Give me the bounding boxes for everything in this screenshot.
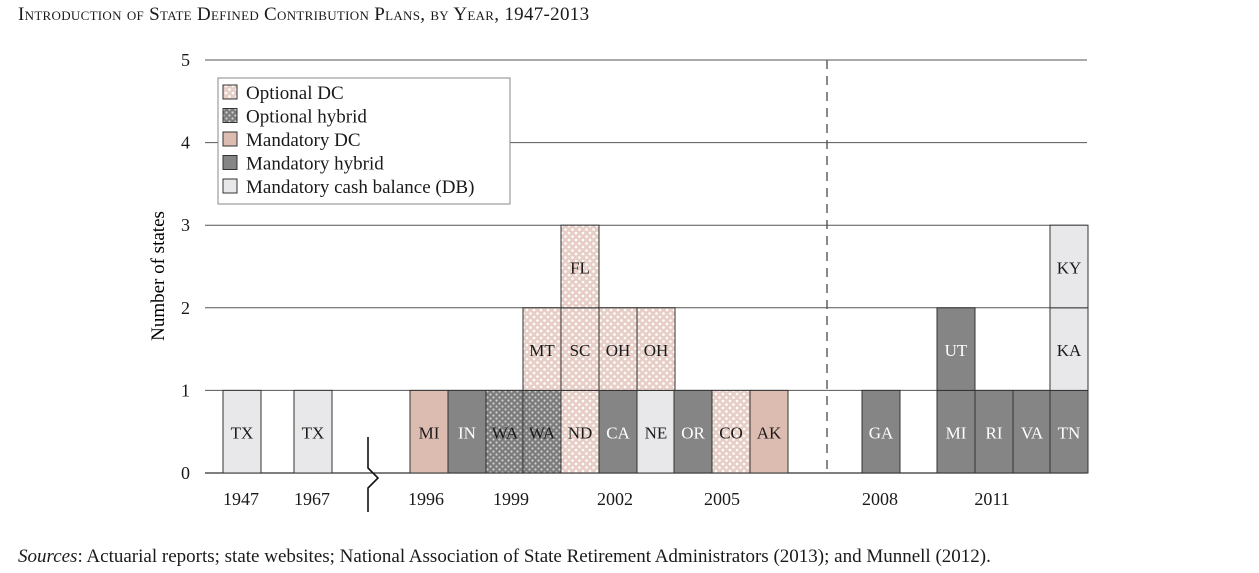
legend-swatch (222, 84, 238, 100)
bar-segment (522, 389, 562, 474)
x-tick-label: 2005 (704, 489, 740, 509)
bar-label: RI (986, 424, 1003, 443)
bar-label: TX (302, 424, 325, 443)
bar-label: NE (645, 424, 668, 443)
bar-label: MI (419, 424, 440, 443)
source-text: : Actuarial reports; state websites; Nat… (77, 546, 991, 567)
bar-segment (522, 307, 562, 391)
bar-segment (749, 389, 789, 474)
y-axis-ticks: 0 1 2 3 4 5 (181, 50, 190, 483)
bar-label: OH (606, 341, 631, 360)
bar-stacks: TX TX MI IN WA WA MT ND SC FL CA OH NE OH OR CO AK GA MI UT… (222, 224, 1089, 474)
bar-segment (1049, 389, 1089, 474)
bar-segment (1012, 389, 1052, 474)
y-axis-label: Number of states (148, 211, 169, 341)
bar-label: TN (1058, 424, 1081, 443)
axis-break-marker (367, 437, 380, 512)
bar-segment (409, 389, 449, 474)
legend-label: Mandatory cash balance (DB) (246, 177, 474, 198)
bar-label: OH (644, 341, 669, 360)
bar-label: FL (570, 259, 590, 278)
legend-swatch (222, 155, 238, 170)
x-tick-label: 1967 (294, 489, 330, 509)
bar-label: WA (492, 424, 519, 443)
bar-label: KA (1057, 341, 1082, 360)
y-tick-label: 5 (181, 50, 190, 70)
legend-swatch (222, 108, 238, 123)
x-axis-ticks: 1947 1967 1996 1999 2002 2005 2008 2011 (223, 489, 1010, 509)
bar-segment (936, 307, 976, 391)
bar-label: MI (946, 424, 967, 443)
bar-label: GA (869, 424, 894, 443)
bar-label: CO (719, 424, 743, 443)
bar-label: OR (681, 424, 705, 443)
x-tick-label: 2011 (974, 489, 1009, 509)
y-tick-label: 3 (181, 215, 190, 235)
bar-segment (560, 224, 600, 309)
legend-box (217, 77, 511, 205)
source-lead: Sources (18, 546, 78, 567)
x-tick-label: 1999 (493, 489, 529, 509)
bar-label: MT (529, 341, 555, 360)
x-tick-label: 1996 (408, 489, 444, 509)
bar-segment (598, 389, 638, 474)
bar-label: IN (458, 424, 476, 443)
bar-segment (636, 307, 676, 391)
bar-segment (1049, 307, 1089, 391)
x-tick-label: 2008 (862, 489, 898, 509)
bar-label: KY (1057, 259, 1082, 278)
legend-swatch (222, 131, 238, 147)
bar-label: AK (757, 424, 782, 443)
legend-label: Optional DC (246, 83, 344, 104)
bar-label: CA (606, 424, 630, 443)
bar-label: UT (945, 341, 968, 360)
bar-segment (293, 389, 333, 474)
y-tick-label: 0 (181, 463, 190, 483)
legend-swatch (222, 178, 238, 194)
bar-label: SC (570, 341, 591, 360)
bar-label: WA (529, 424, 556, 443)
bar-segment (936, 389, 976, 474)
bar-segment (447, 389, 487, 474)
bar-segment (636, 389, 676, 474)
legend-label: Mandatory DC (246, 130, 361, 151)
x-tick-label: 1947 (223, 489, 259, 509)
bar-segment (673, 389, 713, 474)
source-note: Sources: Actuarial reports; state websit… (18, 546, 991, 568)
bar-segment (711, 389, 751, 474)
bar-segment (598, 307, 638, 391)
y-tick-label: 2 (181, 298, 190, 318)
bar-label: ND (568, 424, 593, 443)
x-tick-label: 2002 (597, 489, 633, 509)
chart-title: Introduction of State Defined Contributi… (18, 4, 590, 25)
bar-segment (560, 389, 600, 474)
axis-annotations (367, 60, 828, 512)
legend-label: Mandatory hybrid (246, 154, 384, 175)
y-tick-label: 4 (181, 133, 190, 153)
y-tick-label: 1 (181, 380, 190, 400)
bar-segment (485, 389, 525, 474)
bar-segment (861, 389, 901, 474)
bar-segment (222, 389, 262, 474)
bar-segment (1049, 224, 1089, 309)
legend-label: Optional hybrid (246, 107, 367, 128)
bar-segment (974, 389, 1014, 474)
bar-label: TX (231, 424, 254, 443)
bar-label: VA (1021, 424, 1044, 443)
